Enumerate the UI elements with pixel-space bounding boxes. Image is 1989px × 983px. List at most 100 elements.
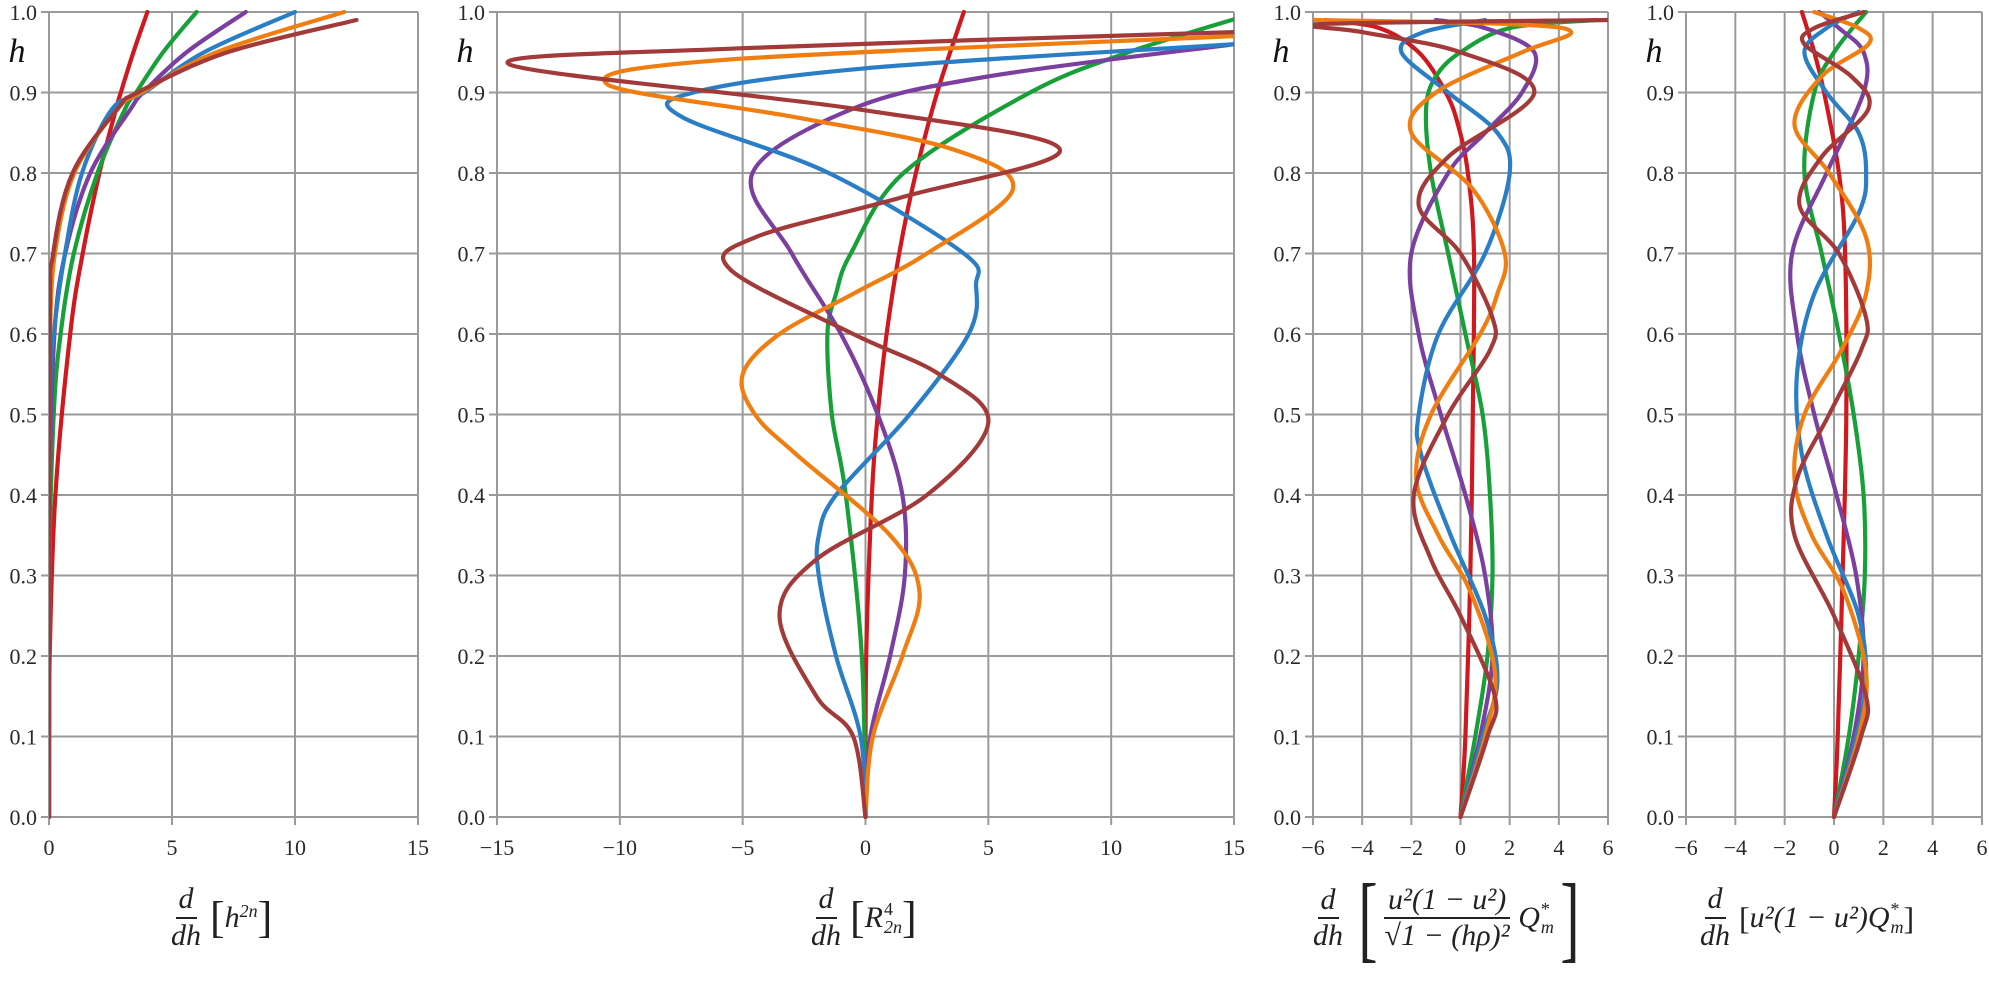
y-tick-label: 0.4 [1647,483,1675,508]
curve-brown [505,30,1234,819]
y-tick-label: 0.1 [1274,725,1302,750]
y-tick-label: 0.3 [1647,564,1675,589]
xlabel-panel-2: d dh [ R 4 2n ] [808,882,917,953]
x-tick-label: 5 [167,835,178,860]
y-tick-label: 0.9 [1647,81,1675,106]
y-tick-label: 1.0 [1274,0,1302,25]
x-tick-label: 2 [1878,835,1889,860]
y-tick-label: 0.4 [10,483,38,508]
y-tick-label: 0.9 [1274,81,1302,106]
y-tick-label: 0.3 [10,564,38,589]
y-tick-label: 0.6 [1274,322,1302,347]
x-tick-label: 0 [1455,835,1466,860]
y-tick-label: 0.9 [458,81,486,106]
curve-blue [665,42,1234,819]
y-tick-label: 1.0 [10,0,38,25]
curve-green [1423,17,1598,819]
y-tick-label: 0.3 [458,564,486,589]
y-tick-label: 0.1 [1647,725,1675,750]
curve-brown [1788,10,1872,819]
y-tick-label: 1.0 [1647,0,1675,25]
q-symbol: Q [1867,900,1890,934]
right-bracket: ] [1560,864,1580,971]
x-tick-label: −2 [1773,835,1796,860]
y-tick-label: 0.4 [1274,483,1302,508]
x-tick-label: −15 [480,835,514,860]
curve-brown [49,17,359,819]
x-tick-label: 4 [1553,835,1564,860]
xlabel-supsub: 4 2n [883,898,902,937]
y-tick-label: 0.7 [1274,242,1302,267]
y-tick-label: 0.8 [10,161,38,186]
y-tick-label: 0.8 [1274,161,1302,186]
x-tick-label: −4 [1350,835,1373,860]
q-symbol: Q [1518,901,1540,934]
y-tick-label: 0.6 [1647,322,1675,347]
q-supsub: * m [1890,898,1904,937]
y-tick-label: 0.0 [1274,805,1302,830]
x-tick-label: 15 [1223,835,1245,860]
left-bracket: [ [1739,899,1750,936]
y-tick-label: 0.5 [1647,403,1675,428]
x-tick-label: −10 [603,835,637,860]
y-tick-label: 0.6 [458,322,486,347]
y-tick-label: 0.5 [1274,403,1302,428]
y-axis-label: h [1273,33,1290,70]
x-tick-label: −2 [1400,835,1423,860]
curve-red [863,10,966,819]
x-tick-label: −6 [1674,835,1697,860]
y-tick-label: 0.9 [10,81,38,106]
xlabel-panel-1: d dh [ h 2n ] [168,882,272,953]
y-tick-label: 0.2 [1274,644,1302,669]
right-bracket: ] [1903,899,1915,936]
x-tick-label: 15 [407,835,429,860]
y-tick-label: 0.0 [1647,805,1675,830]
x-tick-label: −4 [1724,835,1747,860]
derivative-operator: d dh [811,882,841,952]
xlabel-body: h [224,900,240,934]
curve-orange [1313,17,1574,819]
x-tick-label: 6 [1603,835,1614,860]
x-tick-label: 0 [860,835,871,860]
x-tick-label: 0 [1829,835,1840,860]
x-tick-label: 5 [983,835,994,860]
y-tick-label: 0.0 [458,805,486,830]
x-tick-label: 0 [44,835,55,860]
y-tick-label: 0.0 [10,805,38,830]
left-bracket: [ [850,892,865,942]
left-bracket: [ [210,892,225,942]
y-tick-label: 0.5 [458,403,486,428]
xlabel-panel-3: d dh [ u²(1 − u²) √1 − (hρ)² Q * m ] [1310,870,1586,966]
y-tick-label: 0.2 [10,644,38,669]
xlabel-body: R [864,900,883,934]
curve-blue [1398,17,1513,819]
derivative-operator: d dh [1313,882,1343,953]
y-tick-label: 0.7 [10,242,38,267]
panel-h2n-derivative: 0.0 0.1 0.2 0.3 0.4 0.5 0.6 0.7 0.8 0.9 1.0 0 5 10 15 h [9,0,430,860]
x-tick-label: −6 [1301,835,1324,860]
inner-fraction: u²(1 − u²) √1 − (hρ)² [1383,883,1511,952]
x-tick-label: 4 [1927,835,1938,860]
y-tick-label: 0.3 [1274,564,1302,589]
xlabel-body: u²(1 − u²) [1749,900,1868,934]
curve-purple [748,42,1234,819]
right-bracket: ] [257,892,273,942]
y-tick-label: 0.6 [10,322,38,347]
x-tick-label: 10 [1100,835,1122,860]
y-tick-label: 1.0 [458,0,486,25]
curve-green [825,17,1234,819]
y-tick-label: 0.8 [1647,161,1675,186]
derivative-operator: d dh [1700,882,1730,952]
left-bracket: [ [1358,864,1378,971]
y-tick-label: 0.4 [458,483,486,508]
y-tick-label: 0.1 [10,725,38,750]
y-tick-label: 0.7 [1647,242,1675,267]
x-tick-label: 10 [284,835,306,860]
right-bracket: ] [901,892,917,942]
q-supsub: * m [1540,899,1554,937]
panel-q-star-sqrt-derivative: 0.0 0.1 0.2 0.3 0.4 0.5 0.6 0.7 0.8 0.9 1.0 −6 −4 −2 0… [1273,0,1614,860]
y-tick-label: 0.2 [1647,644,1675,669]
y-axis-label: h [457,33,474,70]
y-tick-label: 0.7 [458,242,486,267]
